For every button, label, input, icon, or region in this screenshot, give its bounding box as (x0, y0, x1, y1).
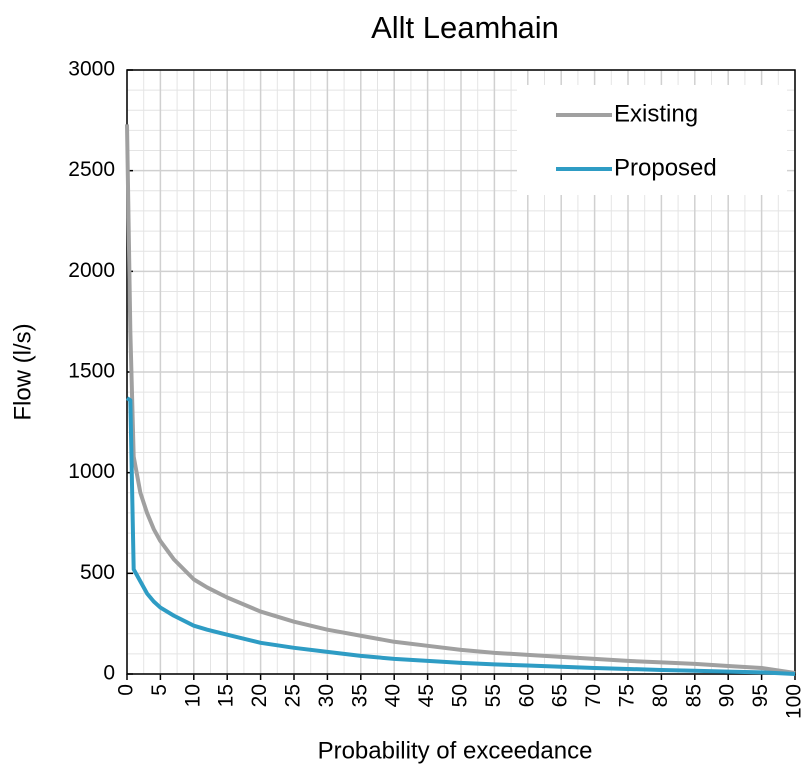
x-tick-label: 75 (616, 684, 639, 707)
x-tick-label: 80 (649, 684, 672, 707)
x-tick-label: 100 (783, 684, 804, 719)
y-tick-label: 1500 (68, 360, 115, 383)
x-tick-label: 0 (115, 684, 138, 696)
y-axis-label: Flow (l/s) (9, 323, 36, 420)
series-line (125, 124, 796, 675)
x-tick-label: 5 (148, 684, 171, 696)
x-tick-label: 15 (215, 684, 238, 707)
y-tick-label: 0 (103, 662, 115, 685)
x-tick-label: 55 (482, 684, 505, 707)
y-tick-label: 2000 (68, 259, 115, 282)
y-tick-label: 500 (80, 561, 115, 584)
x-tick-label: 45 (415, 684, 438, 707)
y-tick-label: 3000 (68, 58, 115, 81)
legend: Existing Proposed (517, 85, 787, 195)
chart-title: Allt Leamhain (371, 10, 559, 45)
series-line (125, 396, 796, 676)
x-tick-label: 70 (582, 684, 605, 707)
x-tick-label: 90 (716, 684, 739, 707)
x-tick-label: 35 (348, 684, 371, 707)
x-tick-label: 40 (382, 684, 405, 707)
legend-label: Existing (614, 100, 698, 127)
x-tick-label: 20 (248, 684, 271, 707)
x-tick-label: 85 (682, 684, 705, 707)
x-tick-label: 30 (315, 684, 338, 707)
legend-box (517, 85, 787, 195)
plot-border (126, 69, 796, 675)
x-tick-label: 25 (282, 684, 305, 707)
x-axis-label: Probability of exceedance (318, 737, 593, 764)
x-tick-label: 10 (181, 684, 204, 707)
x-tick-label: 50 (449, 684, 472, 707)
y-tick-label: 1000 (68, 460, 115, 483)
x-tick-label: 95 (749, 684, 772, 707)
x-tick-label: 65 (549, 684, 572, 707)
y-tick-label: 2500 (68, 158, 115, 181)
legend-label: Proposed (614, 154, 717, 181)
x-tick-label: 60 (515, 684, 538, 707)
